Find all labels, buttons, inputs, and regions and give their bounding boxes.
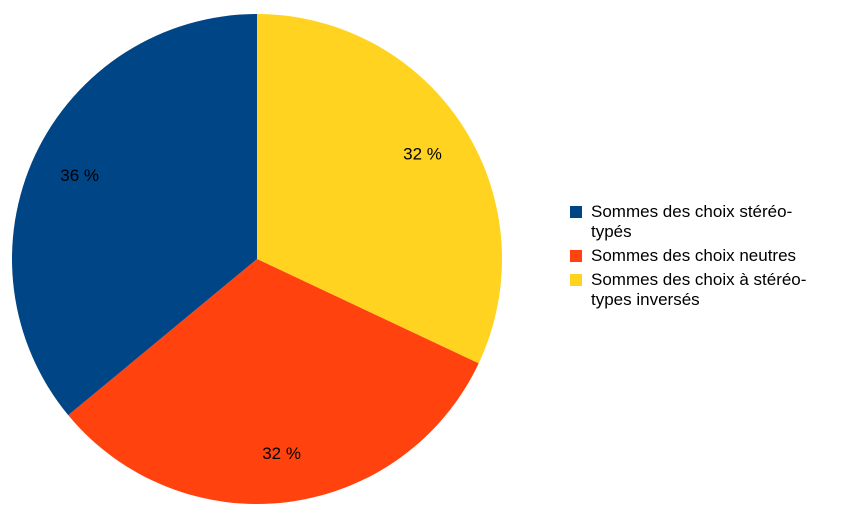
legend: Sommes des choix stéréo- typés Sommes de… [570, 202, 840, 314]
legend-swatch-neutres [570, 250, 582, 262]
legend-swatch-stereotypes [570, 206, 582, 218]
legend-label-inverses-line1: Sommes des choix à stéréo- [591, 270, 807, 289]
pie-label-sommes-des-choix-a-stereotypes-inverses: 32 % [403, 144, 442, 163]
legend-label-stereotypes-line2: typés [591, 222, 632, 241]
legend-swatch-inverses [570, 274, 582, 286]
legend-label-stereotypes-line1: Sommes des choix stéréo- [591, 202, 793, 221]
pie-label-sommes-des-choix-neutres: 32 % [262, 444, 301, 463]
legend-item-neutres: Sommes des choix neutres [570, 246, 840, 266]
pie-slices [11, 14, 502, 504]
legend-item-stereotypes: Sommes des choix stéréo- typés [570, 202, 840, 242]
pie-slice-sommes-des-choix-a-stereotypes-inverses [257, 14, 502, 364]
pie-slice-sommes-des-choix-stereotypes [11, 14, 257, 416]
legend-item-inverses: Sommes des choix à stéréo- types inversé… [570, 270, 840, 310]
legend-label-neutres-line1: Sommes des choix neutres [591, 246, 797, 265]
pie-labels: 32 % 32 % 36 % [60, 144, 442, 462]
pie-slice-sommes-des-choix-neutres [68, 259, 479, 504]
pie-label-sommes-des-choix-stereotypes: 36 % [60, 166, 99, 185]
legend-label-inverses-line2: types inversés [591, 290, 700, 309]
